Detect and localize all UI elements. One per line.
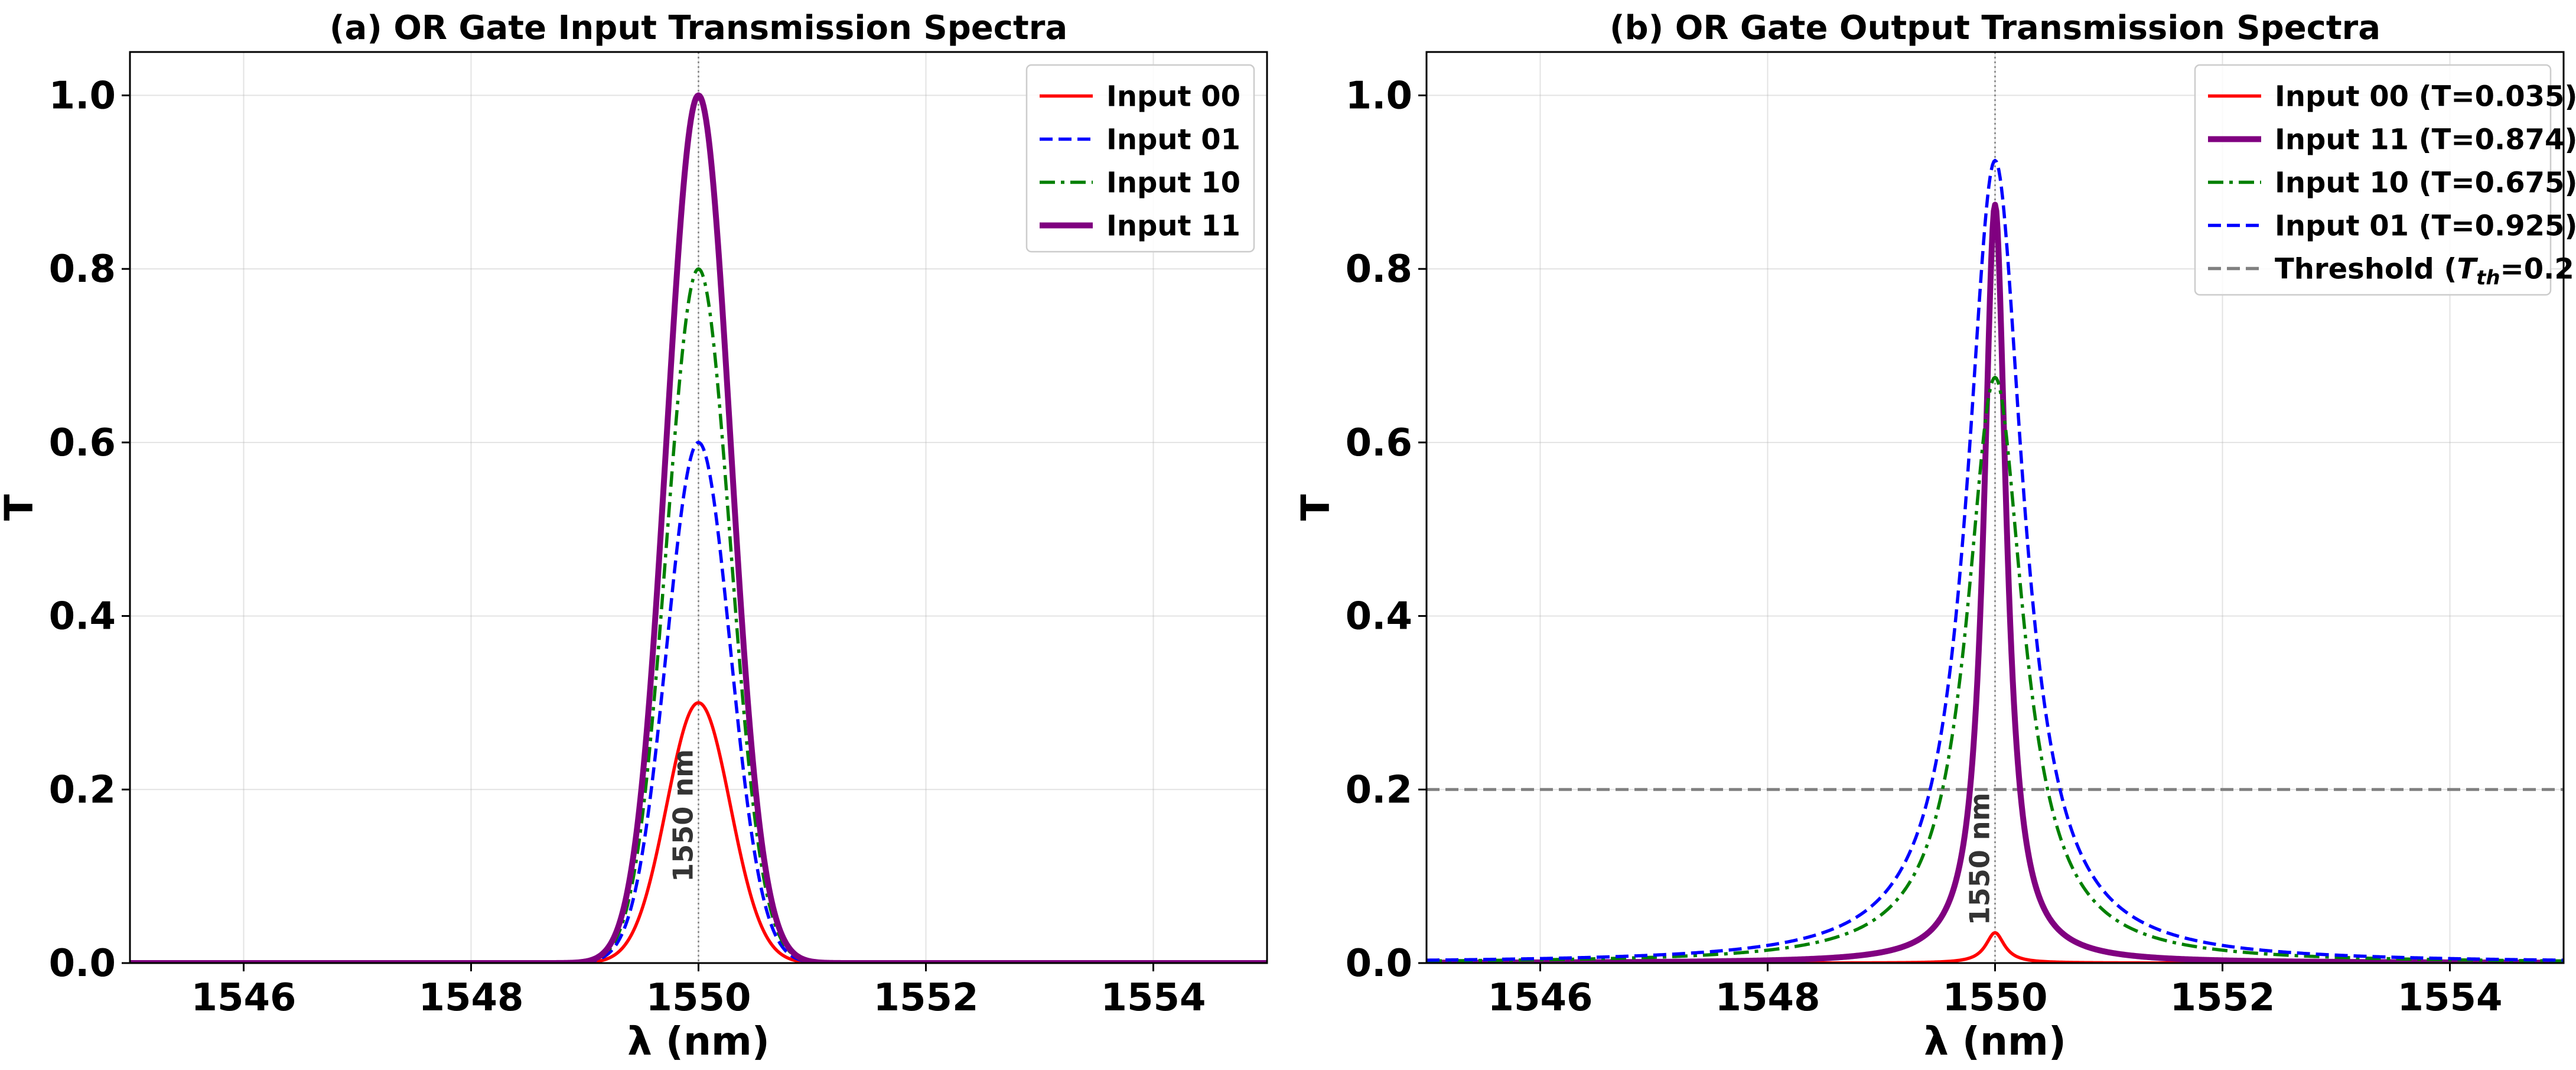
chart-b-ytick-label: 1.0 — [1346, 74, 1412, 118]
chart-a-series-line-1 — [130, 441, 1267, 963]
chart-panel-b: 1550 nm 1546 1548 1550 1552 1554 0.0 0.2 0.4 0.6 0… — [1293, 9, 2576, 1064]
chart-b-yaxis-label: T — [1293, 494, 1339, 521]
chart-b-series-line-3 — [1427, 158, 2564, 962]
chart-a-xaxis-label: λ (nm) — [627, 1019, 770, 1064]
chart-b-xtick-label: 1546 — [1487, 976, 1593, 1020]
chart-a-xtick-label: 1552 — [873, 976, 978, 1020]
chart-a-legend-item: Input 01 — [1040, 123, 1240, 157]
chart-b-legend-box — [2194, 64, 2552, 296]
chart-a-legend-box — [1025, 64, 1255, 253]
chart-panel-a: 1550 nm 1546 1548 1550 1552 1554 0.0 0.2 0.4 0.6 0… — [0, 9, 1268, 1064]
chart-b-legend-item: Input 11 (T=0.874) — [2208, 123, 2576, 157]
chart-b-title: (b) OR Gate Output Transmission Spectra — [1610, 9, 2380, 47]
chart-a-legend-item: Input 00 — [1040, 80, 1240, 113]
chart-a-ytick-label: 0.8 — [49, 248, 116, 291]
chart-a-xtick-label: 1554 — [1100, 976, 1206, 1020]
chart-b-legend-item: Input 00 (T=0.035) — [2208, 80, 2576, 113]
chart-b-legend-label: Input 11 (T=0.874) — [2275, 123, 2576, 157]
chart-b-ytick-label: 0.0 — [1346, 942, 1412, 986]
chart-b-xtick-label: 1548 — [1715, 976, 1820, 1020]
chart-b-legend-threshold-symbol: T — [2457, 253, 2478, 286]
chart-b-xaxis-label: λ (nm) — [1924, 1019, 2066, 1064]
chart-a-legend-label: Input 11 — [1106, 210, 1240, 243]
chart-b-xtick-label: 1550 — [1942, 976, 2047, 1020]
chart-b-legend-label: Input 10 (T=0.675) — [2275, 167, 2576, 200]
chart-a-legend-item: Input 11 — [1040, 210, 1240, 243]
chart-b-legend: Input 00 (T=0.035) Input 11 (T=0.874) Inpu… — [2194, 64, 2576, 296]
chart-b-ytick-label: 0.4 — [1346, 595, 1412, 639]
chart-a-ytick-label: 0.0 — [49, 942, 116, 986]
chart-a-ytick-label: 0.6 — [49, 421, 116, 465]
chart-a-center-marker-label: 1550 nm — [667, 749, 699, 882]
chart-a-ytick-label: 0.2 — [49, 768, 116, 812]
chart-a-title: (a) OR Gate Input Transmission Spectra — [330, 9, 1067, 47]
chart-b-legend-item: Threshold (Tth=0.2) — [2208, 253, 2576, 290]
chart-a-series-line-2 — [130, 267, 1267, 963]
chart-b-ytick-label: 0.8 — [1346, 248, 1412, 291]
chart-b-legend-threshold-suffix: =0.2) — [2500, 253, 2576, 286]
chart-a-legend: Input 00 Input 01 Input 10 Input 11 — [1025, 64, 1255, 253]
chart-a-legend-label: Input 01 — [1106, 123, 1240, 157]
chart-b-center-marker-label: 1550 nm — [1964, 792, 1996, 925]
chart-b-legend-label-threshold: Threshold (Tth=0.2) — [2275, 253, 2576, 290]
chart-a-legend-label: Input 00 — [1106, 80, 1240, 113]
chart-b-series-line-2 — [1427, 375, 2564, 963]
chart-b-legend-threshold-prefix: Threshold ( — [2275, 253, 2457, 286]
chart-a-xtick-label: 1550 — [646, 976, 751, 1020]
chart-a-ytick-label: 1.0 — [49, 74, 116, 118]
chart-b-ytick-label: 0.2 — [1346, 768, 1412, 812]
chart-b-legend-label: Input 01 (T=0.925) — [2275, 210, 2576, 243]
chart-a-series-line-0 — [130, 701, 1267, 963]
chart-a-ytick-label: 0.4 — [49, 595, 116, 639]
chart-a-legend-item: Input 10 — [1040, 167, 1240, 200]
chart-b-legend-label: Input 00 (T=0.035) — [2275, 80, 2576, 113]
chart-b-series-line-1 — [1427, 201, 2564, 963]
chart-a-xtick-label: 1546 — [191, 976, 296, 1020]
chart-a-xtick-label: 1548 — [418, 976, 523, 1020]
chart-b-ytick-label: 0.6 — [1346, 421, 1412, 465]
chart-b-legend-threshold-subscript: th — [2476, 266, 2500, 290]
chart-b-legend-item: Input 01 (T=0.925) — [2208, 210, 2576, 243]
chart-a-series-line-3 — [130, 92, 1267, 963]
chart-b-xtick-label: 1554 — [2397, 976, 2502, 1020]
chart-a-yaxis-label: T — [0, 494, 42, 521]
chart-a-legend-label: Input 10 — [1106, 167, 1240, 200]
chart-b-legend-item: Input 10 (T=0.675) — [2208, 167, 2576, 200]
chart-b-xtick-label: 1552 — [2170, 976, 2275, 1020]
chart-a-plot-area — [130, 52, 1267, 963]
